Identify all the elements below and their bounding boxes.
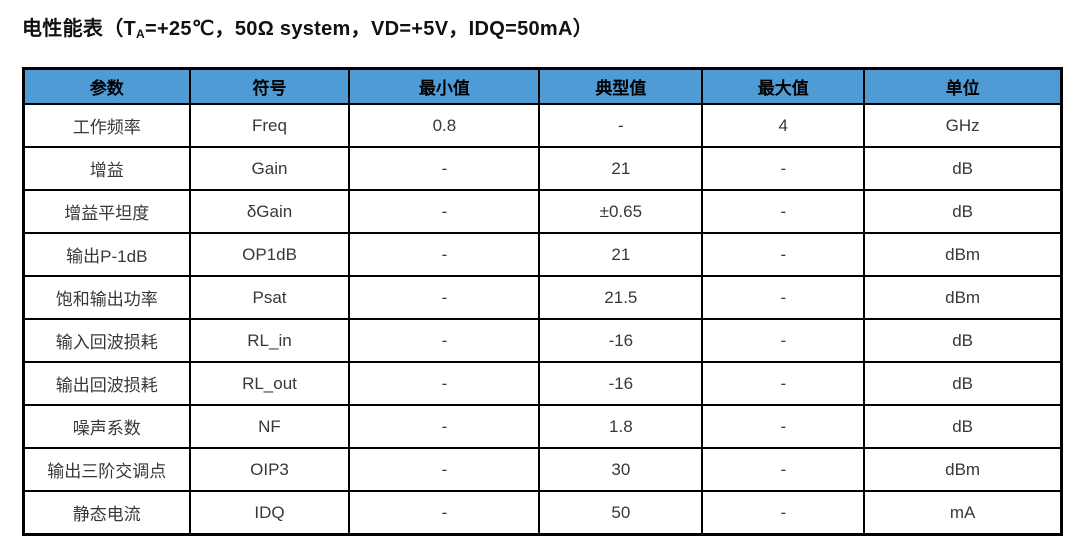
table-cell: - bbox=[701, 404, 866, 449]
table-cell: - bbox=[348, 490, 541, 536]
table-cell: - bbox=[348, 447, 541, 492]
table-cell: Freq bbox=[188, 103, 351, 148]
table-cell: 30 bbox=[538, 447, 704, 492]
table-row: 增益平坦度 δGain - ±0.65- dB bbox=[22, 189, 1063, 234]
table-row: 饱和输出功率 Psat -21.5- dBm bbox=[22, 275, 1063, 320]
table-cell: - bbox=[701, 232, 866, 277]
table-row: 噪声系数 NF -1.8- dB bbox=[22, 404, 1063, 449]
page-title: 电性能表（TA=+25℃，50Ω system，VD=+5V，IDQ=50mA） bbox=[22, 12, 593, 41]
column-header: 参数 bbox=[22, 67, 191, 105]
table-cell: OIP3 bbox=[188, 447, 351, 492]
table-cell: dB bbox=[863, 361, 1063, 406]
table-cell: 增益平坦度 bbox=[22, 189, 191, 234]
table-cell: GHz bbox=[863, 103, 1063, 148]
table-cell: - bbox=[701, 490, 866, 536]
table-cell: dB bbox=[863, 318, 1063, 363]
table-cell: dB bbox=[863, 189, 1063, 234]
table-cell: NF bbox=[188, 404, 351, 449]
table-cell: 50 bbox=[538, 490, 704, 536]
table-cell: - bbox=[348, 146, 541, 191]
table-cell: - bbox=[348, 404, 541, 449]
column-header: 最小值 bbox=[348, 67, 541, 105]
table-cell: - bbox=[538, 103, 704, 148]
table-cell: 4 bbox=[701, 103, 866, 148]
table-cell: IDQ bbox=[188, 490, 351, 536]
table-cell: 输入回波损耗 bbox=[22, 318, 191, 363]
table-cell: - bbox=[701, 318, 866, 363]
table-cell: 21 bbox=[538, 232, 704, 277]
table-cell: -16 bbox=[538, 361, 704, 406]
table-row: 工作频率 Freq 0.8-4 GHz bbox=[22, 103, 1063, 148]
table-cell: Psat bbox=[188, 275, 351, 320]
electrical-spec-table: 参数 符号 最小值 典型值 最大值 单位 工作频率 Freq 0.8-4 GHz 增益 Gain -2… bbox=[22, 67, 1063, 536]
table-cell: 增益 bbox=[22, 146, 191, 191]
table-cell: 噪声系数 bbox=[22, 404, 191, 449]
table-cell: 输出三阶交调点 bbox=[22, 447, 191, 492]
table-cell: dB bbox=[863, 404, 1063, 449]
table-cell: dB bbox=[863, 146, 1063, 191]
table-cell: - bbox=[348, 275, 541, 320]
table-cell: - bbox=[701, 189, 866, 234]
table-cell: dBm bbox=[863, 447, 1063, 492]
table-cell: 1.8 bbox=[538, 404, 704, 449]
table-row: 输入回波损耗 RL_in - -16- dB bbox=[22, 318, 1063, 363]
title-text-suffix: =+25℃，50Ω system，VD=+5V，IDQ=50mA） bbox=[145, 18, 594, 40]
table-row: 增益 Gain -21- dB bbox=[22, 146, 1063, 191]
title-subscript: A bbox=[136, 27, 145, 41]
table-cell: - bbox=[701, 275, 866, 320]
table-cell: - bbox=[348, 189, 541, 234]
table-cell: 饱和输出功率 bbox=[22, 275, 191, 320]
table-cell: 21 bbox=[538, 146, 704, 191]
table-row: 静态电流 IDQ -50- mA bbox=[22, 490, 1063, 536]
column-header: 单位 bbox=[863, 67, 1063, 105]
table-cell: 21.5 bbox=[538, 275, 704, 320]
table-cell: RL_in bbox=[188, 318, 351, 363]
table-cell: - bbox=[701, 361, 866, 406]
table-cell: Gain bbox=[188, 146, 351, 191]
table-cell: - bbox=[348, 232, 541, 277]
table-row: 输出回波损耗 RL_out - -16- dB bbox=[22, 361, 1063, 406]
table-cell: RL_out bbox=[188, 361, 351, 406]
table-cell: - bbox=[348, 318, 541, 363]
table-cell: 静态电流 bbox=[22, 490, 191, 536]
table-cell: - bbox=[701, 146, 866, 191]
table-cell: -16 bbox=[538, 318, 704, 363]
table-cell: dBm bbox=[863, 275, 1063, 320]
table-cell: - bbox=[348, 361, 541, 406]
column-header: 符号 bbox=[188, 67, 351, 105]
table-cell: OP1dB bbox=[188, 232, 351, 277]
table-header-row: 参数 符号 最小值 典型值 最大值 单位 bbox=[22, 67, 1063, 105]
table-cell: - bbox=[701, 447, 866, 492]
table-cell: ±0.65 bbox=[538, 189, 704, 234]
title-text-prefix: 电性能表（T bbox=[22, 18, 137, 40]
table-cell: mA bbox=[863, 490, 1063, 536]
table-row: 输出三阶交调点 OIP3-30- dBm bbox=[22, 447, 1063, 492]
table-cell: δGain bbox=[188, 189, 351, 234]
table-cell: 输出回波损耗 bbox=[22, 361, 191, 406]
column-header: 最大值 bbox=[701, 67, 866, 105]
table-cell: dBm bbox=[863, 232, 1063, 277]
column-header: 典型值 bbox=[538, 67, 704, 105]
table-row: 输出P-1dB OP1dB -21- dBm bbox=[22, 232, 1063, 277]
table-cell: 工作频率 bbox=[22, 103, 191, 148]
table-cell: 输出P-1dB bbox=[22, 232, 191, 277]
table-cell: 0.8 bbox=[348, 103, 541, 148]
